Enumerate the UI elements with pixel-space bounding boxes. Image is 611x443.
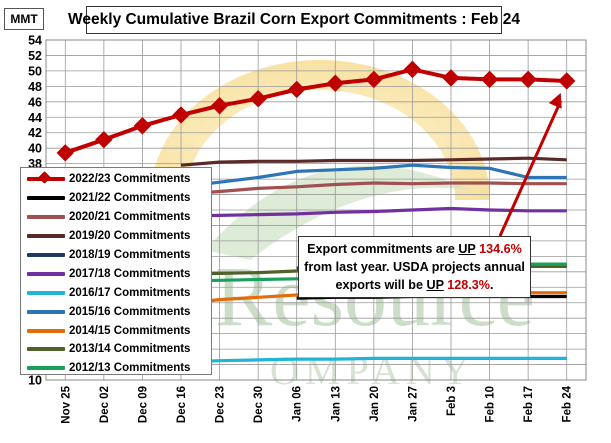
legend-label: 2021/22 Commitments (69, 192, 191, 205)
callout-line-2: from last year. USDA projects annual (304, 260, 525, 274)
legend-item: 2014/15 Commitments (21, 321, 211, 340)
legend: 2022/23 Commitments 2021/22 Commitments 20… (20, 167, 212, 375)
y-tick-label: 50 (28, 64, 42, 78)
data-point-marker (403, 60, 422, 79)
x-tick-label: Jan 27 (407, 386, 419, 422)
legend-label: 2017/18 Commitments (69, 267, 191, 280)
data-point-marker (442, 69, 460, 87)
watermark-sun-arc (150, 60, 490, 200)
legend-swatch (27, 210, 65, 224)
legend-label: 2022/23 Commitments (69, 173, 191, 186)
legend-label: 2012/13 Commitments (69, 362, 191, 375)
x-tick-label: Feb 3 (446, 386, 458, 416)
x-tick-label: Dec 16 (176, 386, 188, 423)
data-point-marker (95, 130, 113, 149)
y-tick-label: 42 (28, 126, 42, 140)
chart-title: Weekly Cumulative Brazil Corn Export Com… (68, 6, 520, 34)
y-tick-label: 52 (28, 49, 42, 63)
x-tick-label: Nov 25 (60, 385, 72, 423)
callout-text: exports will be (335, 278, 427, 292)
legend-label: 2015/16 Commitments (69, 305, 191, 318)
watermark-subtext: OMPANY (270, 348, 476, 393)
y-tick-label: 10 (28, 374, 42, 388)
callout-box: Export commitments are UP 134.6% from la… (298, 236, 531, 298)
legend-swatch (27, 191, 65, 205)
legend-label: 2013/14 Commitments (69, 343, 191, 356)
data-point-marker (133, 117, 152, 135)
y-tick-label: 40 (28, 142, 42, 156)
data-point-marker (326, 74, 344, 92)
x-tick-label: Dec 30 (253, 386, 265, 423)
axes: 1012141618202224262830323436384042444648… (28, 34, 587, 424)
legend-item: 2013/14 Commitments (21, 340, 211, 359)
legend-swatch (27, 267, 65, 281)
callout-percent: 128.3% (443, 278, 490, 292)
legend-item: 2021/22 Commitments (21, 189, 211, 208)
legend-item: 2022/23 Commitments (21, 170, 211, 189)
callout-up-word: UP (458, 242, 476, 256)
data-point-marker (558, 72, 576, 90)
legend-label: 2018/19 Commitments (69, 249, 191, 261)
data-point-marker (288, 80, 306, 99)
callout-percent: 134.6% (475, 242, 522, 256)
legend-item: 2017/18 Commitments (21, 264, 211, 283)
data-point-marker (249, 90, 267, 108)
x-tick-label: Jan 06 (292, 386, 304, 422)
y-tick-label: 54 (28, 34, 42, 48)
y-tick-label: 44 (28, 111, 42, 125)
data-point-marker (480, 70, 499, 89)
legend-swatch (27, 324, 65, 338)
legend-label: 2019/20 Commitments (69, 230, 191, 243)
y-axis-unit-label: MMT (4, 8, 44, 30)
series-line-202021 (180, 181, 567, 197)
y-tick-label: 46 (28, 95, 42, 109)
callout-arrow-shaft (498, 100, 563, 237)
legend-item: 2018/19 Commitments (21, 246, 211, 265)
x-tick-label: Dec 09 (137, 386, 149, 423)
legend-item: 2020/21 Commitments (21, 208, 211, 227)
x-tick-label: Dec 02 (99, 386, 111, 423)
legend-label: 2016/17 Commitments (69, 286, 191, 299)
legend-item: 2019/20 Commitments (21, 227, 211, 246)
legend-swatch (27, 305, 65, 319)
legend-item: 2016/17 Commitments (21, 283, 211, 302)
x-tick-label: Dec 23 (215, 386, 227, 423)
x-tick-label: Feb 24 (562, 385, 574, 422)
callout-line-1: Export commitments are UP 134.6% (299, 240, 530, 258)
callout-arrow (498, 92, 563, 237)
legend-item: 2015/16 Commitments (21, 302, 211, 321)
legend-swatch (27, 361, 65, 375)
watermark-leaf (205, 165, 470, 260)
legend-swatch (27, 286, 65, 300)
callout-text: Export commitments are (307, 242, 459, 256)
data-point-marker (519, 70, 537, 89)
data-point-marker (210, 96, 229, 115)
x-tick-label: Feb 17 (523, 386, 535, 422)
callout-up-word: UP (426, 278, 444, 292)
series-line-201920 (180, 156, 567, 167)
legend-label: 2014/15 Commitments (69, 324, 191, 337)
callout-text: . (489, 278, 494, 292)
legend-swatch (27, 342, 65, 356)
x-tick-label: Jan 13 (330, 386, 342, 422)
callout-arrow-head (548, 92, 562, 109)
series-line-201516 (180, 163, 567, 189)
legend-swatch (27, 171, 65, 186)
data-point-marker (365, 70, 383, 89)
data-point-marker (56, 144, 74, 162)
y-tick-label: 48 (28, 80, 42, 94)
legend-swatch (27, 229, 65, 243)
series-line-201718 (180, 206, 567, 218)
x-tick-label: Feb 10 (485, 386, 497, 422)
legend-swatch (27, 248, 65, 262)
callout-line-3: exports will be UP 128.3%. (299, 276, 530, 294)
watermark: ResourceOMPANY (150, 60, 535, 393)
series-line-201617 (180, 356, 567, 364)
data-point-marker (172, 106, 190, 124)
x-tick-label: Jan 20 (369, 386, 381, 422)
legend-label: 2020/21 Commitments (69, 211, 191, 224)
legend-item: 2012/13 Commitments (21, 359, 211, 378)
